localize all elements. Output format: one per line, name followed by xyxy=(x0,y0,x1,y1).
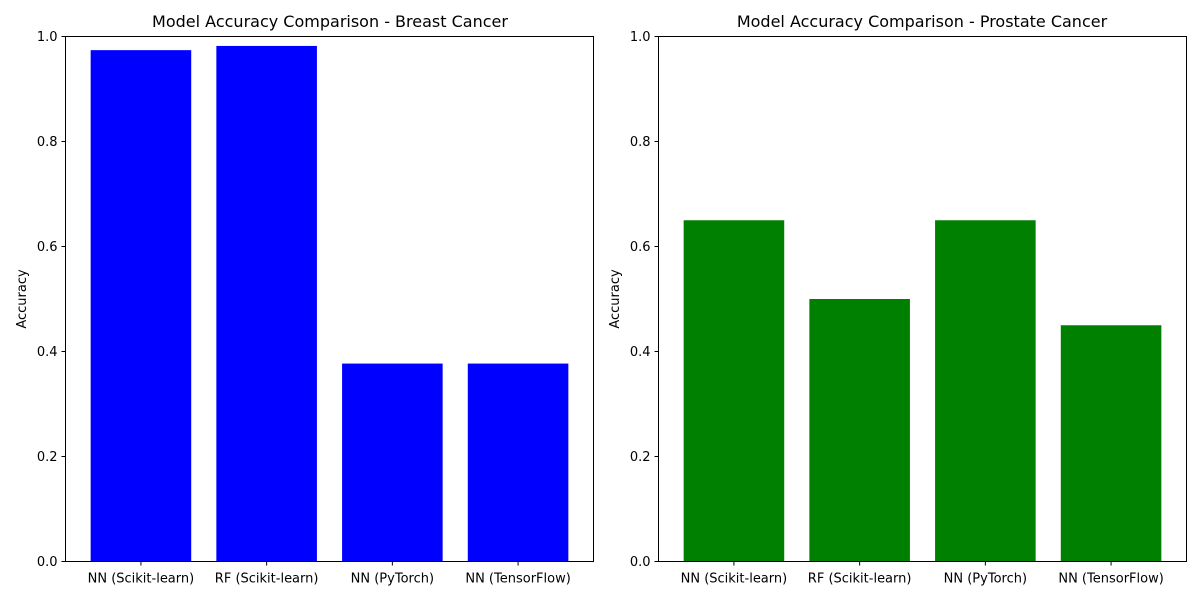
bars xyxy=(683,220,1162,562)
y-tick-label: 0.8 xyxy=(630,135,651,150)
bar xyxy=(683,220,785,562)
bar xyxy=(216,45,317,562)
x-tick-label: NN (Scikit-learn) xyxy=(681,572,788,587)
x-tick-label: NN (TensorFlow) xyxy=(1058,572,1163,587)
x-ticks: NN (Scikit-learn) RF (Scikit-learn) NN (Py… xyxy=(88,561,571,587)
bar xyxy=(90,50,192,562)
bar xyxy=(809,299,910,562)
bar xyxy=(467,363,569,562)
y-tick-label: 0.0 xyxy=(37,555,58,570)
y-tick-label: 0.2 xyxy=(37,450,58,465)
chart-title: Model Accuracy Comparison - Breast Cance… xyxy=(152,12,508,31)
y-tick-label: 0.0 xyxy=(630,555,651,570)
y-tick-label: 0.8 xyxy=(37,135,58,150)
x-tick-label: NN (TensorFlow) xyxy=(465,572,570,587)
bar xyxy=(935,220,1036,562)
x-tick-label: RF (Scikit-learn) xyxy=(808,572,912,587)
x-tick-label: NN (PyTorch) xyxy=(944,572,1027,587)
x-tick-label: NN (PyTorch) xyxy=(351,572,434,587)
y-ticks: 0.0 0.2 0.4 0.6 0.8 1.0 xyxy=(630,30,659,570)
chart-breast-cancer: Model Accuracy Comparison - Breast Cance… xyxy=(15,12,594,587)
y-tick-label: 1.0 xyxy=(630,30,651,45)
y-tick-label: 0.4 xyxy=(37,345,58,360)
y-tick-label: 1.0 xyxy=(37,30,58,45)
y-tick-label: 0.2 xyxy=(630,450,651,465)
y-axis-label: Accuracy xyxy=(15,269,30,329)
chart-title: Model Accuracy Comparison - Prostate Can… xyxy=(737,12,1108,31)
bars xyxy=(90,45,569,562)
x-ticks: NN (Scikit-learn) RF (Scikit-learn) NN (Py… xyxy=(681,561,1164,587)
y-tick-label: 0.4 xyxy=(630,345,651,360)
y-tick-label: 0.6 xyxy=(630,240,651,255)
plot-frame xyxy=(658,36,1187,562)
y-tick-label: 0.6 xyxy=(37,240,58,255)
x-tick-label: RF (Scikit-learn) xyxy=(215,572,319,587)
y-axis-label: Accuracy xyxy=(608,269,623,329)
chart-prostate-cancer: Model Accuracy Comparison - Prostate Can… xyxy=(608,12,1187,587)
x-tick-label: NN (Scikit-learn) xyxy=(88,572,195,587)
plot-frame xyxy=(65,36,594,562)
y-ticks: 0.0 0.2 0.4 0.6 0.8 1.0 xyxy=(37,30,66,570)
bar xyxy=(342,363,443,562)
bar xyxy=(1060,325,1162,562)
